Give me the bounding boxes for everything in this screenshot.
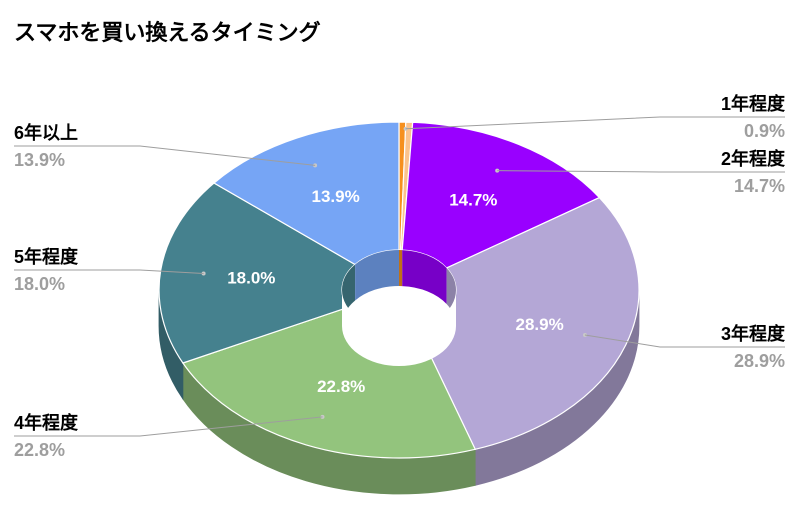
percent-label-5: 13.9% — [14, 150, 65, 170]
pie-hole-walls — [342, 250, 456, 366]
category-label-2: 3年程度 — [721, 323, 786, 344]
leader-line-5 — [14, 145, 316, 166]
data-label-5: 13.9% — [311, 187, 359, 206]
data-label-2: 28.9% — [515, 315, 563, 334]
category-label-3: 4年程度 — [14, 412, 79, 433]
data-label-3: 22.8% — [317, 377, 365, 396]
chart-title: スマホを買い換えるタイミング — [14, 20, 321, 46]
percent-label-4: 18.0% — [14, 274, 65, 294]
data-label-4: 18.0% — [227, 269, 275, 288]
data-label-1: 14.7% — [449, 191, 497, 210]
leader-line-4 — [14, 269, 204, 274]
hole-wall-5-0 — [355, 250, 399, 301]
category-label-5: 6年以上 — [14, 122, 78, 143]
category-label-0: 1年程度 — [721, 93, 786, 114]
category-label-1: 2年程度 — [721, 148, 786, 169]
hole-floor — [342, 290, 456, 366]
category-label-4: 5年程度 — [14, 246, 79, 267]
percent-label-1: 14.7% — [734, 176, 785, 196]
percent-label-3: 22.8% — [14, 440, 65, 460]
percent-label-0: 0.9% — [744, 121, 785, 141]
leader-line-0 — [405, 116, 785, 130]
plot-area: 14.7% 28.9% 22.8% 18.0% 13.9% 1年程度 0.9% 2年程度 14.… — [14, 93, 786, 495]
hole-wall-0-0 — [399, 250, 403, 287]
leader-line-1 — [497, 170, 785, 173]
leader-line-2 — [584, 334, 785, 348]
hole-wall-1-0 — [402, 250, 447, 304]
data-labels: 14.7% 28.9% 22.8% 18.0% 13.9% — [227, 187, 564, 396]
percent-label-2: 28.9% — [734, 351, 785, 371]
outside-labels: 1年程度 0.9% 2年程度 14.7% 3年程度 28.9% 4年程度 22.8% 5年程度 1… — [14, 93, 786, 460]
leader-line-3 — [14, 416, 323, 437]
pie-top-faces — [158, 121, 640, 459]
